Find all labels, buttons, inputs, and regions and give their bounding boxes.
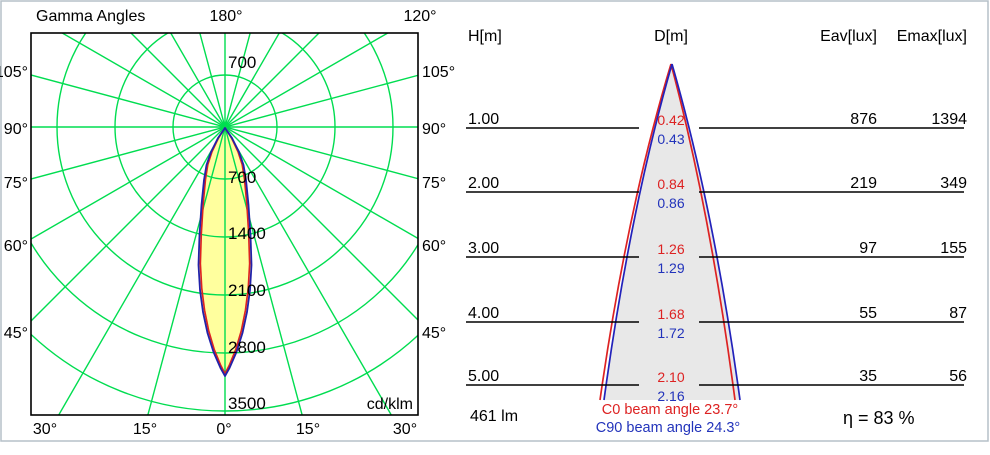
row-diameter-c0: 0.84 xyxy=(657,176,684,192)
ring-label-3500: 3500 xyxy=(228,394,266,413)
table-row: 1.00 0.42 0.43 876 1394 xyxy=(468,111,967,147)
polar-unit-label: cd/klm xyxy=(367,396,413,413)
gamma-label-30-bl: 30° xyxy=(33,421,57,438)
gamma-labels-bottom: 30° 15° 0° 15° 30° xyxy=(33,421,417,438)
row-height: 1.00 xyxy=(468,111,499,128)
row-height: 3.00 xyxy=(468,240,499,257)
beam-cone-edge-c90-right xyxy=(671,63,741,401)
row-emax: 1394 xyxy=(931,111,967,128)
row-lines xyxy=(466,127,964,386)
panel-border xyxy=(0,0,989,442)
beam-cone-fill xyxy=(604,64,740,400)
gamma-labels-right: 105° 90° 75° 60° 45° xyxy=(422,64,455,342)
gamma-label-15-br: 15° xyxy=(296,421,320,438)
table-row: 3.00 1.26 1.29 97 155 xyxy=(468,240,967,276)
ring-label-2100: 2100 xyxy=(228,281,266,300)
ring-label-700: 700 xyxy=(228,168,256,187)
gamma-label-180: 180° xyxy=(209,8,242,25)
gamma-label-45-right: 45° xyxy=(422,325,446,342)
col-header-d: D[m] xyxy=(654,28,688,45)
gamma-label-30-br: 30° xyxy=(393,421,417,438)
row-diameter-c90: 2.16 xyxy=(657,388,684,404)
gamma-label-0-b: 0° xyxy=(216,421,231,438)
efficiency-label: η = 83 % xyxy=(843,408,915,428)
c90-beam-angle-label: C90 beam angle 24.3° xyxy=(596,420,740,436)
gamma-label-90-left: 90° xyxy=(4,121,28,138)
polar-title: Gamma Angles xyxy=(36,8,145,25)
ring-label-2800: 2800 xyxy=(228,338,266,357)
row-diameter-c90: 0.43 xyxy=(657,131,684,147)
row-height: 4.00 xyxy=(468,305,499,322)
row-diameter-c90: 1.29 xyxy=(657,260,684,276)
gamma-label-15-bl: 15° xyxy=(133,421,157,438)
beam-cone-edge-c0-right xyxy=(670,63,736,401)
col-header-h: H[m] xyxy=(468,28,502,45)
row-emax: 56 xyxy=(949,368,967,385)
gamma-label-60-left: 60° xyxy=(4,238,28,255)
row-eav: 55 xyxy=(859,305,877,322)
beam-cone-edge-c0-left xyxy=(599,63,672,401)
cone-diagram-table: H[m] D[m] Eav[lux] Emax[lux] 1.00 0.42 0… xyxy=(466,28,967,436)
gamma-label-120-top: 120° xyxy=(403,8,436,25)
row-eav: 35 xyxy=(859,368,877,385)
row-eav: 97 xyxy=(859,240,877,257)
row-diameter-c0: 0.42 xyxy=(657,112,684,128)
beam-cone-edge-c90-left xyxy=(603,63,673,401)
gamma-label-75-left: 75° xyxy=(4,175,28,192)
gamma-label-105-left: 105° xyxy=(0,64,28,81)
row-emax: 155 xyxy=(940,240,967,257)
col-header-emax: Emax[lux] xyxy=(897,28,967,45)
ring-labels: 700 700 1400 2100 2800 3500 xyxy=(228,53,266,413)
polar-curve-c90 xyxy=(197,127,253,377)
ring-label-1400: 1400 xyxy=(228,224,266,243)
row-height: 2.00 xyxy=(468,175,499,192)
ring-label-700-top: 700 xyxy=(228,53,256,72)
polar-chart-frame xyxy=(30,32,419,416)
row-emax: 87 xyxy=(949,305,967,322)
row-emax: 349 xyxy=(940,175,967,192)
row-eav: 876 xyxy=(850,111,877,128)
row-eav: 219 xyxy=(850,175,877,192)
table-row: 2.00 0.84 0.86 219 349 xyxy=(468,175,967,211)
row-diameter-c0: 2.10 xyxy=(657,369,684,385)
luminous-flux-label: 461 lm xyxy=(470,408,518,425)
gamma-labels-left: 105° 90° 75° 60° 45° xyxy=(0,64,28,342)
c0-beam-angle-label: C0 beam angle 23.7° xyxy=(602,402,738,418)
beam-cone xyxy=(599,63,741,401)
gamma-label-75-right: 75° xyxy=(422,175,446,192)
polar-intensity-chart: Gamma Angles 180° 120° 105° 90° 75° 60° … xyxy=(0,8,455,438)
table-row: 4.00 1.68 1.72 55 87 xyxy=(468,305,967,341)
row-diameter-c90: 0.86 xyxy=(657,195,684,211)
gamma-label-45-left: 45° xyxy=(4,325,28,342)
gamma-label-90-right: 90° xyxy=(422,121,446,138)
col-header-eav: Eav[lux] xyxy=(820,28,877,45)
table-row: 5.00 2.10 2.16 35 56 xyxy=(468,368,967,404)
gamma-label-60-right: 60° xyxy=(422,238,446,255)
polar-curve-c0 xyxy=(199,127,251,375)
row-diameter-c0: 1.26 xyxy=(657,241,684,257)
polar-grid xyxy=(31,33,418,415)
row-height: 5.00 xyxy=(468,368,499,385)
row-diameter-c90: 1.72 xyxy=(657,325,684,341)
row-diameter-c0: 1.68 xyxy=(657,306,684,322)
gamma-label-105-right: 105° xyxy=(422,64,455,81)
